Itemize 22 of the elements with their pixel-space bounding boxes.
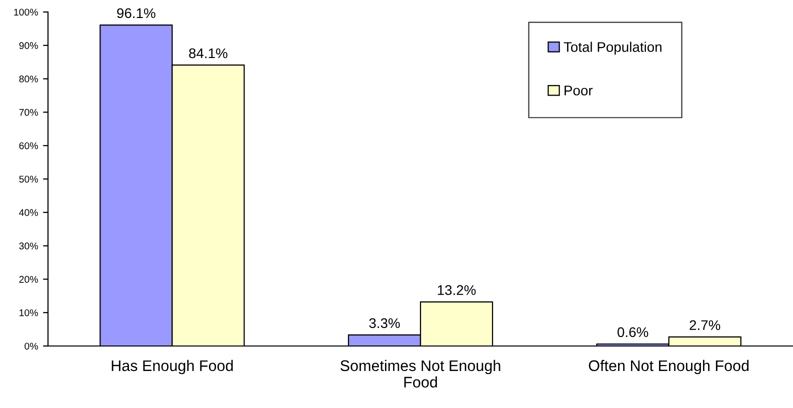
data-label: 3.3% [369,318,400,328]
y-tick-label: 30% [19,242,38,250]
y-tick-label: 40% [19,209,38,216]
data-label: 96.1% [117,8,156,18]
y-tick-label: 20% [19,276,38,283]
y-tick-label: 90% [19,42,38,50]
legend-label: Total Population [564,42,662,55]
y-tick-label: 70% [19,108,38,116]
x-tick-label: Often Not Enough Food [588,360,749,374]
y-tick-label: 50% [19,176,38,183]
y-tick-label: 60% [19,142,38,150]
x-tick-label: Sometimes Not Enough Food [340,360,500,388]
data-label: 2.7% [690,320,720,330]
data-label: 84.1% [189,48,228,58]
y-tick-label: 10% [20,309,38,316]
y-tick-label: 0% [24,342,38,350]
data-label: 13.2% [438,285,476,295]
x-tick-label: Has Enough Food [112,360,233,374]
data-label: 0.6% [618,327,648,338]
y-tick-label: 80% [19,76,38,82]
legend-label: Poor [564,86,593,96]
y-tick-label: 100% [14,8,38,16]
